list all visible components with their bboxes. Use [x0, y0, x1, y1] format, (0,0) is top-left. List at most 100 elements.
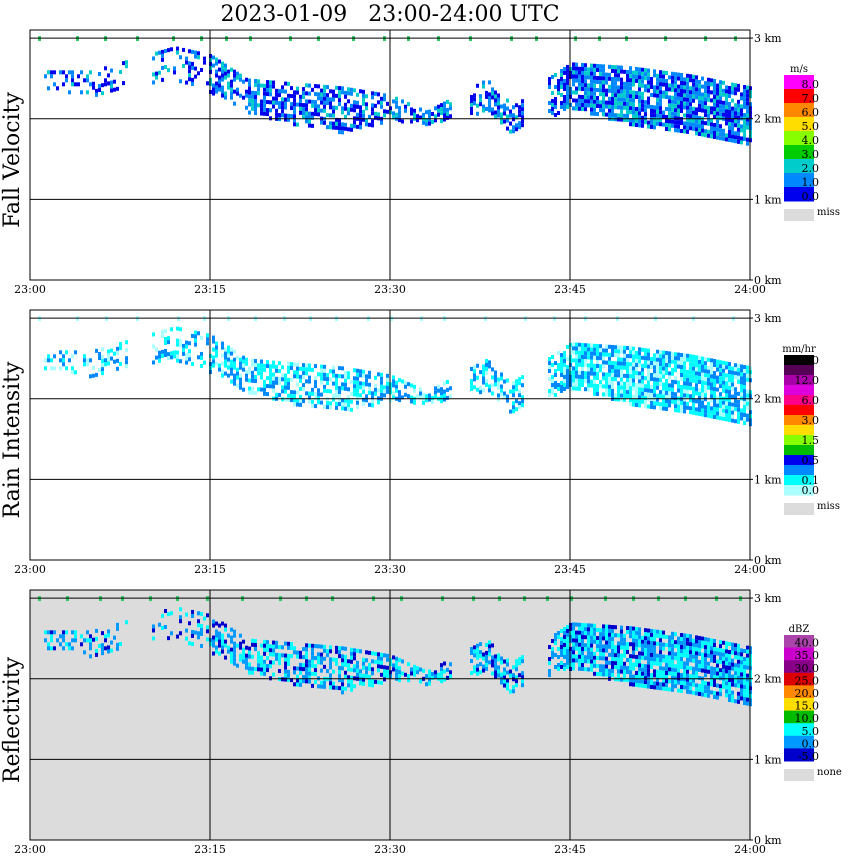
echo-pixel	[548, 393, 551, 398]
echo-pixel	[683, 105, 686, 110]
echo-pixel	[713, 122, 716, 127]
echo-pixel	[635, 670, 638, 675]
echo-pixel	[593, 627, 596, 632]
echo-pixel	[521, 395, 524, 400]
echo-pixel	[695, 655, 698, 660]
echo-pixel	[626, 678, 629, 683]
echo-pixel	[311, 659, 314, 664]
echo-pixel	[74, 630, 77, 635]
echo-pixel	[587, 627, 590, 632]
echo-pixel	[182, 351, 185, 356]
echo-pixel	[266, 364, 269, 369]
echo-pixel	[287, 361, 290, 366]
echo-pixel	[101, 363, 104, 368]
echo-pixel	[521, 659, 524, 664]
echo-pixel	[359, 649, 362, 654]
echo-pixel	[260, 103, 263, 108]
legend-level-label: 12.0	[795, 374, 820, 387]
echo-pixel	[206, 625, 209, 630]
echo-pixel	[251, 638, 254, 643]
echo-pixel	[395, 96, 398, 101]
echo-pixel	[254, 639, 257, 644]
echo-pixel	[518, 121, 521, 126]
echo-pixel	[638, 631, 641, 636]
echo-pixel	[602, 108, 605, 113]
echo-pixel	[470, 366, 473, 371]
echo-pixel	[113, 79, 116, 84]
echo-pixel	[674, 644, 677, 649]
echo-pixel	[233, 661, 236, 666]
echo-pixel	[581, 362, 584, 367]
echo-pixel	[548, 645, 551, 650]
echo-pixel	[182, 63, 185, 68]
echo-pixel	[269, 384, 272, 389]
echo-pixel	[578, 70, 581, 75]
echo-pixel	[734, 647, 737, 652]
echo-pixel	[683, 677, 686, 682]
echo-pixel	[368, 114, 371, 119]
echo-pixel	[260, 363, 263, 368]
echo-pixel	[623, 373, 626, 378]
echo-pixel	[638, 115, 641, 120]
echo-pixel	[254, 391, 257, 396]
echo-pixel	[557, 662, 560, 667]
echo-pixel	[491, 659, 494, 664]
echo-pixel	[608, 112, 611, 117]
echo-pixel	[395, 656, 398, 661]
echo-pixel	[281, 377, 284, 382]
echo-pixel	[701, 688, 704, 693]
echo-pixel	[224, 75, 227, 80]
echo-pixel	[560, 356, 563, 361]
echo-pixel	[704, 405, 707, 410]
echo-pixel	[617, 657, 620, 662]
echo-pixel	[50, 70, 53, 75]
echo-pixel	[731, 406, 734, 411]
echo-pixel	[686, 377, 689, 382]
echo-pixel	[731, 650, 734, 655]
echo-pixel	[599, 104, 602, 109]
echo-pixel	[704, 381, 707, 386]
echo-pixel	[620, 101, 623, 106]
echo-pixel	[731, 674, 734, 679]
echo-pixel	[80, 90, 83, 95]
echo-pixel	[257, 667, 260, 672]
echo-pixel	[638, 679, 641, 684]
echo-pixel	[623, 89, 626, 94]
echo-pixel	[692, 406, 695, 411]
echo-pixel	[563, 82, 566, 87]
echo-pixel	[368, 666, 371, 671]
echo-pixel	[113, 87, 116, 92]
y-tick-label: 1 km	[754, 473, 782, 486]
echo-pixel	[659, 642, 662, 647]
echo-pixel	[413, 112, 416, 117]
echo-pixel	[443, 117, 446, 122]
echo-pixel	[500, 384, 503, 389]
echo-pixel	[587, 83, 590, 88]
echo-pixel	[680, 81, 683, 86]
echo-pixel	[341, 686, 344, 691]
echo-pixel	[605, 112, 608, 117]
echo-pixel	[647, 360, 650, 365]
echo-pixel	[740, 656, 743, 661]
echo-pixel	[740, 376, 743, 381]
echo-pixel	[317, 108, 320, 113]
echo-pixel	[629, 402, 632, 407]
echo-pixel	[512, 381, 515, 386]
echo-pixel	[677, 400, 680, 405]
echo-pixel	[701, 664, 704, 669]
echo-pixel	[368, 674, 371, 679]
echo-pixel	[740, 372, 743, 377]
echo-pixel	[689, 90, 692, 95]
echo-pixel	[656, 677, 659, 682]
echo-pixel	[674, 96, 677, 101]
echo-pixel	[680, 121, 683, 126]
echo-pixel	[515, 663, 518, 668]
echo-pixel	[314, 104, 317, 109]
echo-pixel	[701, 408, 704, 413]
echo-pixel	[692, 82, 695, 87]
echo-pixel	[185, 60, 188, 65]
echo-pixel	[482, 656, 485, 661]
echo-pixel	[362, 373, 365, 378]
echo-pixel	[59, 634, 62, 639]
echo-pixel	[722, 368, 725, 373]
